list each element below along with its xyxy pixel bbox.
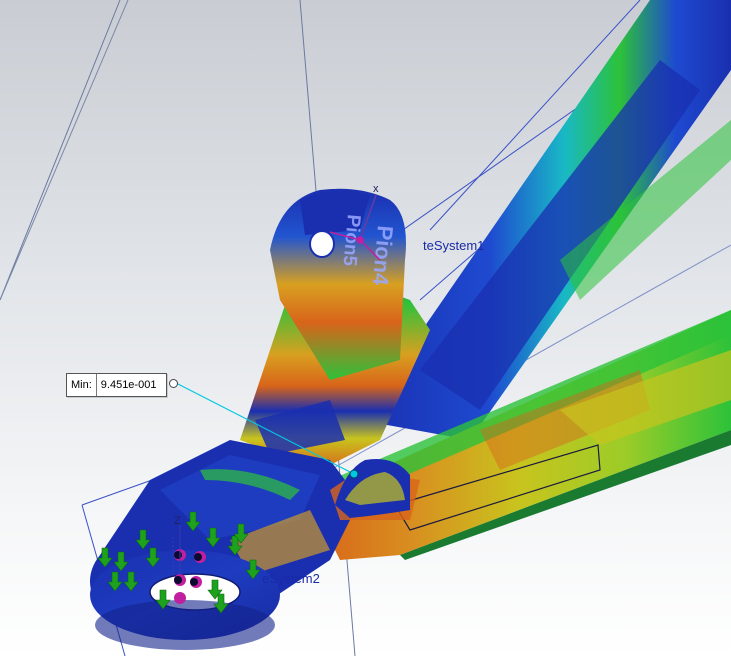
- csys-label-2: eSystem2: [262, 571, 320, 586]
- probe-label: Min:: [67, 374, 97, 396]
- load-arrows: [97, 511, 261, 614]
- engraving-pion4: Pion4: [368, 225, 398, 288]
- tube-slot: [394, 444, 601, 531]
- probe-result-callout[interactable]: Min: 9.451e-001: [66, 373, 168, 397]
- mounting-tab: [270, 188, 406, 380]
- csys-triad-upper: [329, 194, 381, 261]
- csys-label-1: teSystem1: [423, 238, 485, 253]
- tab-hole: [309, 230, 335, 258]
- csys-axis-x: x: [373, 183, 379, 195]
- probe-callout-handle[interactable]: [169, 379, 178, 388]
- probe-point[interactable]: [349, 469, 359, 479]
- probe-leader: [175, 382, 355, 475]
- probe-value: 9.451e-001: [100, 379, 157, 391]
- csys-axis-z: Z: [174, 515, 181, 527]
- csys-triad-lower: [172, 525, 181, 575]
